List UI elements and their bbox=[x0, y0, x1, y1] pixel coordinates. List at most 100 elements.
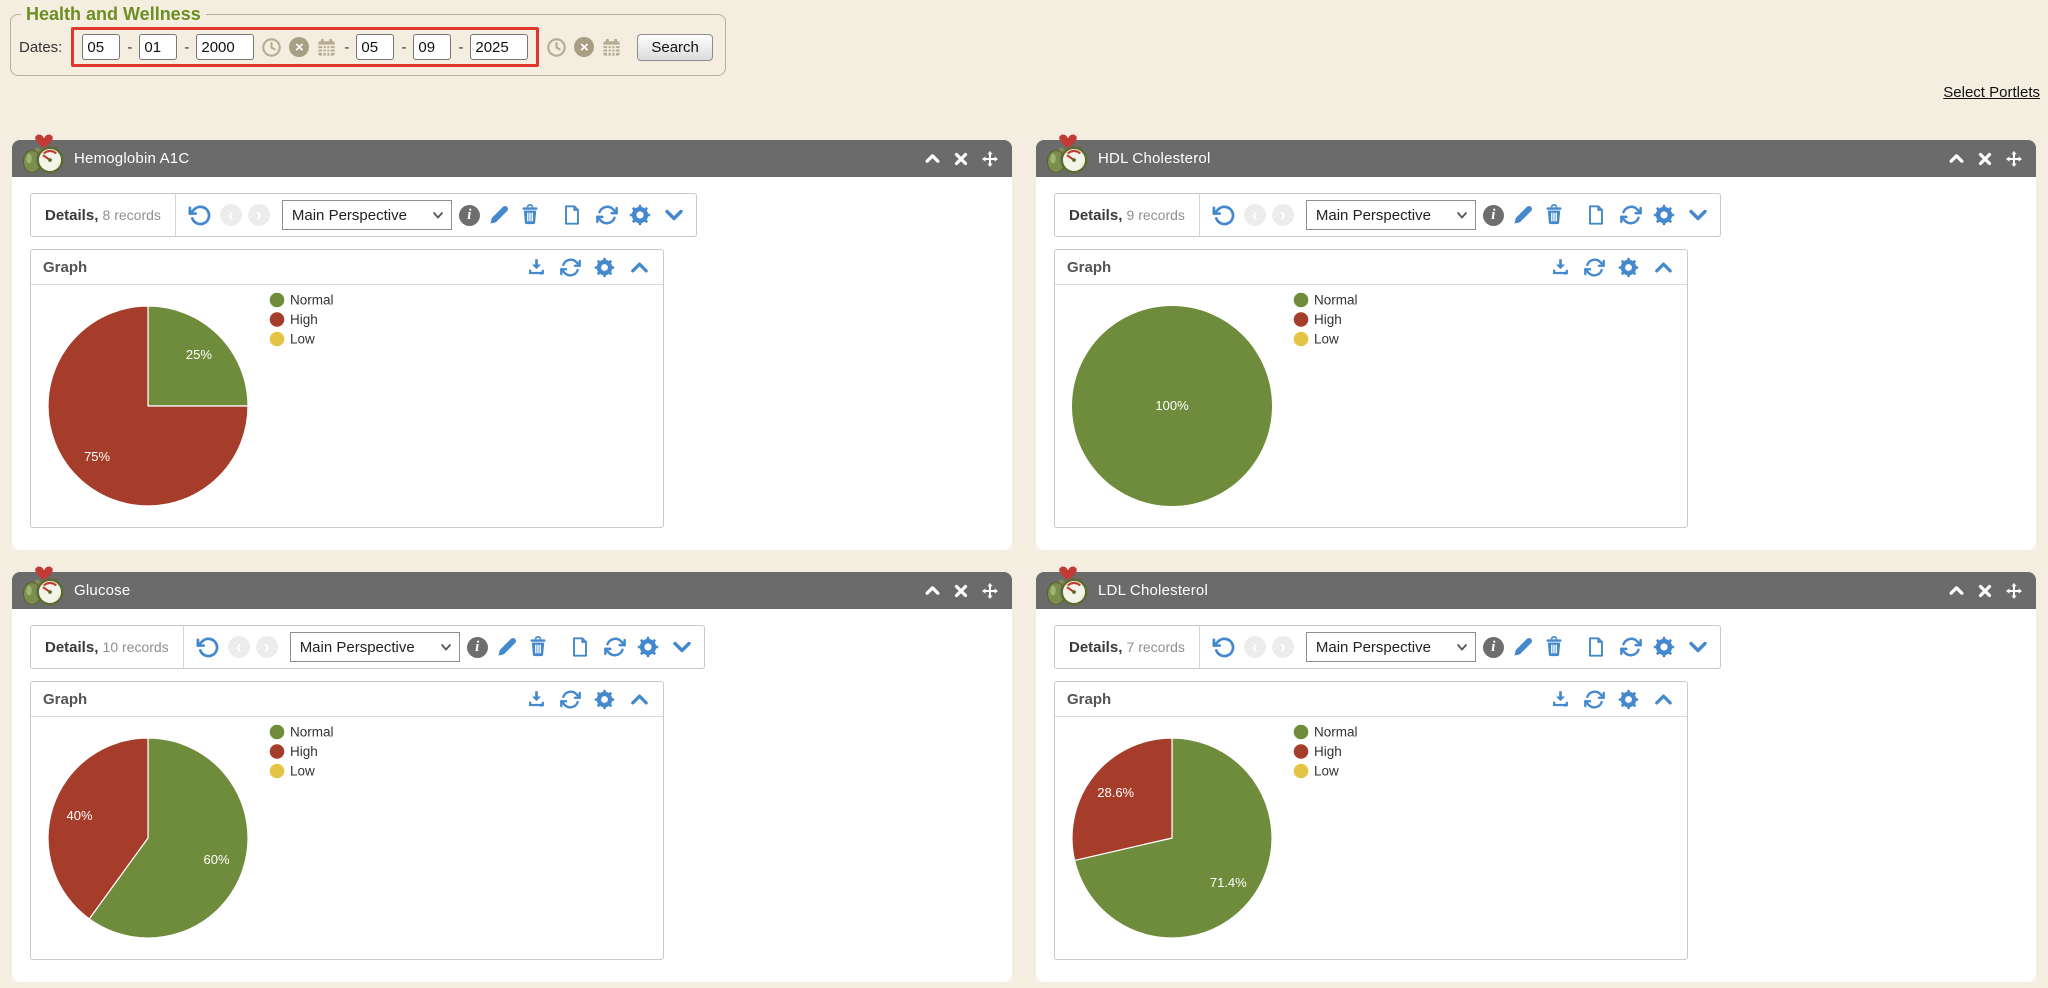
collapse-chevron-icon[interactable] bbox=[1652, 256, 1675, 279]
refresh-icon[interactable] bbox=[1584, 689, 1605, 710]
move-portlet-icon[interactable] bbox=[2006, 582, 2022, 599]
search-button[interactable]: Search bbox=[637, 33, 713, 61]
collapse-portlet-icon[interactable] bbox=[925, 151, 940, 166]
delete-trash-icon[interactable] bbox=[1543, 636, 1565, 658]
document-icon[interactable] bbox=[1585, 636, 1607, 658]
pie-chart[interactable]: 25% 75% Normal High Low bbox=[31, 285, 645, 527]
document-icon[interactable] bbox=[561, 204, 583, 226]
info-icon[interactable]: i bbox=[1482, 204, 1504, 226]
undo-icon[interactable] bbox=[1212, 636, 1235, 659]
edit-pencil-icon[interactable] bbox=[1512, 204, 1534, 226]
settings-gear-icon[interactable] bbox=[1618, 257, 1639, 278]
to-month-input[interactable] bbox=[356, 34, 395, 60]
download-icon[interactable] bbox=[526, 257, 547, 278]
refresh-icon[interactable] bbox=[596, 204, 618, 226]
perspective-select[interactable]: Main Perspective bbox=[281, 200, 452, 230]
to-clear-icon[interactable]: × bbox=[574, 37, 595, 57]
delete-trash-icon[interactable] bbox=[519, 204, 541, 226]
move-portlet-icon[interactable] bbox=[982, 150, 998, 167]
from-time-icon[interactable] bbox=[261, 37, 282, 58]
close-portlet-icon[interactable] bbox=[954, 152, 968, 166]
undo-icon[interactable] bbox=[1212, 204, 1235, 227]
perspective-select[interactable]: Main Perspective bbox=[289, 632, 460, 662]
expand-chevron-icon[interactable] bbox=[1686, 635, 1710, 659]
pie-chart[interactable]: 71.4% 28.6% Normal High Low bbox=[1055, 717, 1669, 959]
move-portlet-icon[interactable] bbox=[2006, 150, 2022, 167]
download-icon[interactable] bbox=[1550, 257, 1571, 278]
info-icon[interactable]: i bbox=[466, 636, 488, 658]
refresh-icon[interactable] bbox=[560, 689, 581, 710]
edit-pencil-icon[interactable] bbox=[488, 204, 510, 226]
graph-icons bbox=[1550, 256, 1675, 279]
settings-gear-icon[interactable] bbox=[629, 204, 651, 226]
pie-chart[interactable]: 60% 40% Normal High Low bbox=[31, 717, 645, 959]
refresh-icon[interactable] bbox=[1620, 636, 1642, 658]
perspective-select[interactable]: Main Perspective bbox=[1305, 200, 1476, 230]
settings-gear-icon[interactable] bbox=[594, 689, 615, 710]
settings-gear-icon[interactable] bbox=[1653, 204, 1675, 226]
to-time-icon[interactable] bbox=[546, 37, 567, 58]
info-icon[interactable]: i bbox=[458, 204, 480, 226]
download-icon[interactable] bbox=[526, 689, 547, 710]
svg-text:Low: Low bbox=[290, 764, 315, 779]
next-icon: › bbox=[1271, 204, 1294, 226]
to-day-input[interactable] bbox=[413, 34, 452, 60]
download-icon[interactable] bbox=[1550, 689, 1571, 710]
close-portlet-icon[interactable] bbox=[1978, 584, 1992, 598]
range-separator: - bbox=[344, 38, 350, 56]
settings-gear-icon[interactable] bbox=[1653, 636, 1675, 658]
date-dash: - bbox=[401, 38, 407, 56]
health-gauge-icon bbox=[22, 132, 66, 176]
to-calendar-icon[interactable] bbox=[601, 37, 622, 58]
move-portlet-icon[interactable] bbox=[982, 582, 998, 599]
info-icon[interactable]: i bbox=[1482, 636, 1504, 658]
portlet: HDL Cholesterol Details, 9 records bbox=[1036, 134, 2036, 550]
portlet-controls bbox=[1949, 582, 2022, 599]
refresh-icon[interactable] bbox=[1620, 204, 1642, 226]
portlet-grid: Hemoglobin A1C Details, 8 records bbox=[12, 134, 2036, 982]
collapse-portlet-icon[interactable] bbox=[1949, 151, 1964, 166]
settings-gear-icon[interactable] bbox=[1618, 689, 1639, 710]
document-icon[interactable] bbox=[1585, 204, 1607, 226]
select-portlets-link[interactable]: Select Portlets bbox=[1943, 84, 2040, 101]
from-calendar-icon[interactable] bbox=[316, 37, 337, 58]
record-count: 9 records bbox=[1126, 206, 1185, 223]
date-range-highlight: - - × - - - bbox=[71, 27, 540, 67]
details-label: Details, 9 records bbox=[1069, 206, 1185, 224]
graph-icons bbox=[526, 256, 651, 279]
expand-chevron-icon[interactable] bbox=[1686, 203, 1710, 227]
delete-trash-icon[interactable] bbox=[1543, 204, 1565, 226]
collapse-portlet-icon[interactable] bbox=[1949, 583, 1964, 598]
expand-chevron-icon[interactable] bbox=[662, 203, 686, 227]
undo-icon[interactable] bbox=[188, 204, 211, 227]
delete-trash-icon[interactable] bbox=[527, 636, 549, 658]
to-year-input[interactable] bbox=[470, 34, 529, 60]
undo-icon[interactable] bbox=[196, 636, 219, 659]
refresh-icon[interactable] bbox=[560, 257, 581, 278]
close-portlet-icon[interactable] bbox=[954, 584, 968, 598]
pie-chart[interactable]: 100% Normal High Low bbox=[1055, 285, 1669, 527]
refresh-icon[interactable] bbox=[603, 636, 626, 658]
page-title: Health and Wellness bbox=[26, 4, 201, 24]
close-portlet-icon[interactable] bbox=[1978, 152, 1992, 166]
graph-title: Graph bbox=[43, 690, 88, 708]
edit-pencil-icon[interactable] bbox=[496, 636, 518, 658]
edit-pencil-icon[interactable] bbox=[1512, 636, 1534, 658]
from-month-input[interactable] bbox=[82, 34, 121, 60]
refresh-icon[interactable] bbox=[1584, 257, 1605, 278]
collapse-portlet-icon[interactable] bbox=[925, 583, 940, 598]
settings-gear-icon[interactable] bbox=[594, 257, 615, 278]
chevron-down-icon bbox=[1456, 212, 1467, 219]
from-clear-icon[interactable]: × bbox=[289, 37, 310, 57]
collapse-chevron-icon[interactable] bbox=[1652, 688, 1675, 711]
collapse-chevron-icon[interactable] bbox=[628, 256, 651, 279]
settings-gear-icon[interactable] bbox=[637, 636, 659, 658]
expand-chevron-icon[interactable] bbox=[670, 635, 694, 659]
graph-body: 71.4% 28.6% Normal High Low bbox=[1055, 717, 1687, 959]
document-icon[interactable] bbox=[569, 636, 591, 658]
from-day-input[interactable] bbox=[139, 34, 178, 60]
from-year-input[interactable] bbox=[196, 34, 255, 60]
collapse-chevron-icon[interactable] bbox=[628, 688, 651, 711]
perspective-select[interactable]: Main Perspective bbox=[1305, 632, 1476, 662]
svg-text:High: High bbox=[1314, 312, 1342, 327]
